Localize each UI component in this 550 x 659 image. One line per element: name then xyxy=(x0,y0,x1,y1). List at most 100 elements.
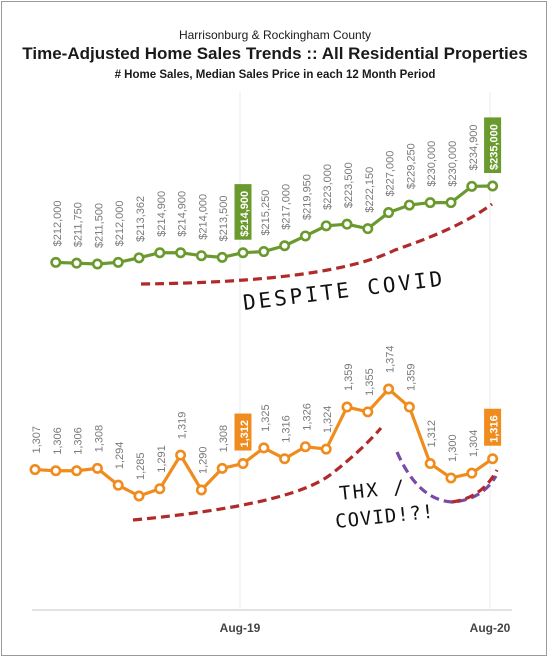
data-label: 1,308 xyxy=(218,425,230,453)
data-label: $230,000 xyxy=(447,141,459,187)
trend-curve-price xyxy=(140,202,493,286)
data-point xyxy=(216,251,228,263)
data-label: 1,294 xyxy=(114,442,126,470)
data-label: 1,319 xyxy=(177,412,189,440)
sales-series: 1,307 1,306 1,306 1,308 1,294 1,285 1,291 1,319… xyxy=(29,345,502,502)
trend-curve-sales xyxy=(132,426,383,522)
series-line xyxy=(55,184,493,266)
data-label: 1,285 xyxy=(135,452,147,480)
data-point xyxy=(320,220,332,232)
data-point xyxy=(466,180,478,192)
data-label: 1,308 xyxy=(93,425,105,453)
data-point xyxy=(29,464,41,476)
data-point xyxy=(195,250,207,262)
price-series: $212,000 $211,750 $211,500 $212,000 $213,362… xyxy=(50,117,502,270)
annotation-thx: THX / xyxy=(338,476,407,505)
data-point xyxy=(112,479,124,491)
data-point xyxy=(383,207,395,219)
highlight-label-box xyxy=(234,413,252,451)
data-label: 1,300 xyxy=(447,434,459,462)
data-label: $219,950 xyxy=(301,174,313,220)
data-point xyxy=(487,453,499,465)
data-label: $227,000 xyxy=(385,151,397,197)
data-label: $215,250 xyxy=(260,190,272,236)
data-point xyxy=(258,442,270,454)
data-point xyxy=(445,472,457,484)
data-label: 1,326 xyxy=(301,403,313,431)
data-label: 1,324 xyxy=(322,406,334,434)
data-point xyxy=(279,240,291,252)
data-point xyxy=(362,406,374,418)
annotation-covid: COVID!?! xyxy=(334,501,435,533)
data-label: $214,900 xyxy=(156,191,168,237)
data-point xyxy=(216,462,228,474)
data-label: 1,316 xyxy=(489,415,501,443)
chart-supertitle: Harrisonburg & Rockingham County xyxy=(178,28,372,42)
data-label: 1,325 xyxy=(260,404,272,432)
data-label: 1,359 xyxy=(405,364,417,392)
data-point xyxy=(50,465,62,477)
data-point xyxy=(403,401,415,413)
data-point xyxy=(91,462,103,474)
data-label: 1,290 xyxy=(197,446,209,474)
data-label: $213,362 xyxy=(135,196,147,242)
data-point xyxy=(133,252,145,264)
data-point xyxy=(383,383,395,395)
chart-title: Time-Adjusted Home Sales Trends :: All R… xyxy=(22,44,528,63)
data-point xyxy=(175,449,187,461)
data-point xyxy=(71,257,83,269)
data-label: $212,000 xyxy=(114,200,126,246)
data-label: 1,307 xyxy=(31,426,43,454)
data-point xyxy=(445,197,457,209)
data-point xyxy=(487,180,499,192)
trend-curve-covid-dip xyxy=(395,451,498,504)
data-point xyxy=(320,443,332,455)
data-point xyxy=(71,465,83,477)
data-label: $223,500 xyxy=(343,162,355,208)
data-point xyxy=(424,458,436,470)
data-point xyxy=(154,483,166,495)
x-tick-label: Aug-19 xyxy=(220,621,261,635)
data-label: 1,359 xyxy=(343,364,355,392)
data-label: 1,306 xyxy=(52,427,64,455)
data-point xyxy=(424,197,436,209)
data-point xyxy=(466,467,478,479)
data-label: $217,000 xyxy=(281,184,293,230)
data-label: $214,900 xyxy=(239,191,251,237)
data-label: $222,150 xyxy=(364,167,376,213)
data-label: $214,900 xyxy=(177,191,189,237)
data-label: 1,355 xyxy=(364,368,376,396)
data-label: 1,306 xyxy=(73,427,85,455)
data-point xyxy=(175,247,187,259)
data-point xyxy=(50,256,62,268)
data-point xyxy=(299,441,311,453)
data-label: $211,500 xyxy=(93,203,105,248)
data-label: $211,750 xyxy=(73,202,85,247)
highlight-label-box xyxy=(234,184,252,240)
data-label: 1,291 xyxy=(156,445,168,473)
data-point xyxy=(195,484,207,496)
data-point xyxy=(112,256,124,268)
data-label: 1,374 xyxy=(385,345,397,373)
data-label: 1,304 xyxy=(468,430,480,458)
data-label: $213,500 xyxy=(218,195,230,241)
data-label: $234,900 xyxy=(468,124,480,170)
data-point xyxy=(133,490,145,502)
data-point xyxy=(279,453,291,465)
data-point xyxy=(299,230,311,242)
data-point xyxy=(258,246,270,258)
highlight-label-box xyxy=(484,408,502,446)
annotation-despite-covid: DESPITE COVID xyxy=(242,266,447,315)
data-label: 1,312 xyxy=(239,420,251,448)
data-point xyxy=(362,223,374,235)
data-label: 1,316 xyxy=(281,415,293,443)
data-point xyxy=(154,247,166,259)
x-tick-label: Aug-20 xyxy=(470,621,511,635)
data-label: 1,312 xyxy=(426,420,438,448)
data-point xyxy=(403,199,415,211)
data-label: $235,000 xyxy=(489,124,501,170)
data-label: $229,250 xyxy=(405,143,417,189)
data-point xyxy=(237,247,249,259)
trend-curve-recovery xyxy=(451,469,499,504)
data-label: $212,000 xyxy=(52,200,64,246)
